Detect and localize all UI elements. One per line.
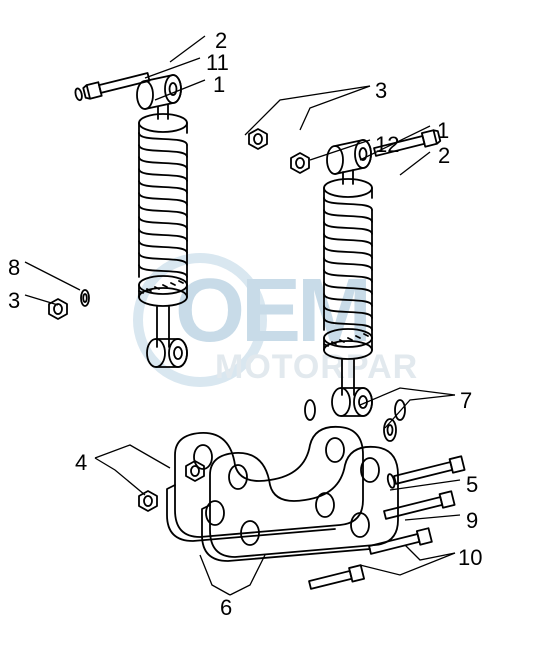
diagram-container: { "watermark": { "line1": "OEM", "line2"… [0,0,560,647]
callout-7: 7 [460,388,472,414]
callout-10: 10 [458,545,482,571]
spring-left [139,133,187,285]
callout-1b: 1 [437,118,449,144]
callout-8: 8 [8,255,20,281]
leader-line [300,86,370,130]
nut-3-left [49,299,67,319]
callout-2b: 2 [438,143,450,169]
leader-line [390,480,460,490]
leader-line [25,262,80,290]
spring-right [324,198,372,338]
callout-6: 6 [220,595,232,621]
nut-12 [291,153,309,173]
bolt-10a [368,528,432,557]
bolt-10b [308,565,364,592]
callout-9: 9 [466,508,478,534]
leader-line [405,515,460,520]
washer-8 [81,290,89,306]
shock-right [324,129,441,416]
nut-3-top [249,129,267,149]
leader-line [95,458,145,495]
bolt-9 [383,491,454,522]
callout-3a: 3 [375,78,387,104]
callout-3b: 3 [8,288,20,314]
leader-line [400,152,430,175]
leader-line [25,295,58,305]
callout-4: 4 [75,450,87,476]
shock-left [74,70,187,367]
leader-line [405,545,455,560]
callout-5: 5 [466,472,478,498]
nut-4b [139,491,157,511]
bracket-rear [167,427,363,541]
callout-11: 11 [206,50,229,76]
bracket-front [202,447,398,561]
callout-12: 12 [375,132,399,158]
